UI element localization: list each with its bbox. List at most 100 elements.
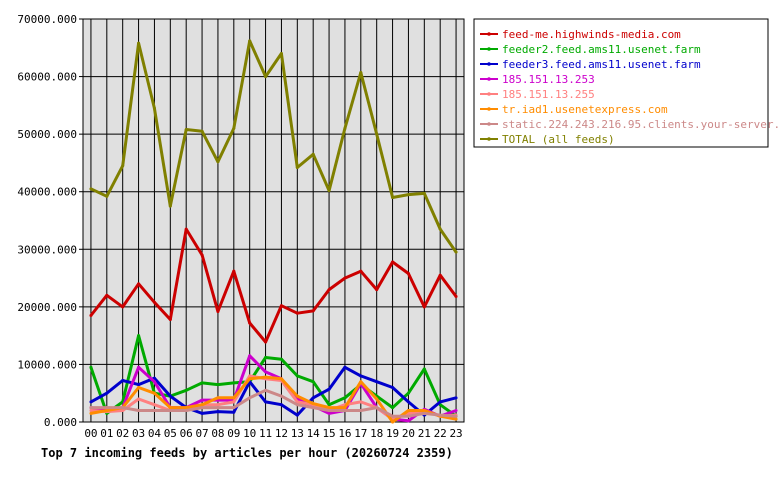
- data-point: [438, 400, 442, 404]
- legend-marker: [487, 122, 491, 126]
- data-point: [168, 204, 172, 208]
- data-point: [311, 380, 315, 384]
- chart-title: Top 7 incoming feeds by articles per hou…: [41, 446, 453, 460]
- x-tick-label: 07: [195, 427, 208, 440]
- x-tick-label: 19: [386, 427, 399, 440]
- data-point: [438, 273, 442, 277]
- data-point: [375, 397, 379, 401]
- x-tick-label: 20: [402, 427, 415, 440]
- series-line: [90, 388, 457, 418]
- data-point: [264, 375, 268, 379]
- data-point: [359, 380, 363, 384]
- legend-marker: [487, 77, 491, 81]
- data-point: [89, 400, 93, 404]
- data-point: [105, 194, 109, 198]
- x-tick-label: 11: [259, 427, 272, 440]
- plot-area: [82, 18, 465, 423]
- data-point: [359, 408, 363, 412]
- y-tick-label: 30000.000: [17, 243, 77, 256]
- x-tick-label: 06: [180, 427, 193, 440]
- data-point: [454, 250, 458, 254]
- legend-label: 185.151.13.253: [502, 73, 595, 86]
- data-point: [216, 383, 220, 387]
- x-tick-label: 23: [449, 427, 462, 440]
- data-point: [279, 377, 283, 381]
- x-tick-label: 03: [132, 427, 145, 440]
- x-tick-label: 14: [307, 427, 321, 440]
- data-point: [327, 408, 331, 412]
- data-point: [343, 406, 347, 410]
- series-line: [90, 39, 458, 254]
- data-point: [248, 396, 252, 400]
- data-point: [137, 408, 141, 412]
- data-point: [248, 39, 252, 43]
- data-point: [422, 191, 426, 195]
- data-point: [406, 193, 410, 197]
- x-tick-label: 02: [116, 427, 129, 440]
- x-tick-label: 12: [275, 427, 288, 440]
- y-axis-ticks: 0.000 10000.000 20000.000 30000.000 40000.00…: [17, 13, 83, 429]
- data-point: [422, 367, 426, 371]
- data-point: [200, 411, 204, 415]
- data-point: [232, 396, 236, 400]
- data-point: [327, 406, 331, 410]
- data-point: [200, 398, 204, 402]
- data-point: [216, 309, 220, 313]
- data-point: [343, 126, 347, 130]
- data-point: [232, 126, 236, 130]
- data-point: [311, 396, 315, 400]
- data-point: [152, 408, 156, 412]
- data-point: [232, 381, 236, 385]
- data-point: [327, 288, 331, 292]
- data-point: [248, 321, 252, 325]
- data-point: [232, 410, 236, 414]
- data-point: [279, 304, 283, 308]
- data-point: [406, 391, 410, 395]
- data-point: [137, 282, 141, 286]
- data-point: [406, 271, 410, 275]
- data-point: [295, 374, 299, 378]
- data-point: [89, 406, 93, 410]
- data-point: [279, 394, 283, 398]
- data-point: [327, 387, 331, 391]
- data-point: [168, 406, 172, 410]
- data-point: [184, 128, 188, 132]
- data-point: [454, 408, 458, 412]
- data-point: [200, 406, 204, 410]
- data-point: [375, 132, 379, 136]
- data-point: [137, 397, 141, 401]
- data-point: [248, 377, 252, 381]
- data-point: [121, 379, 125, 383]
- data-point: [422, 411, 426, 415]
- data-point: [264, 370, 268, 374]
- data-point: [232, 406, 236, 410]
- data-point: [279, 357, 283, 361]
- data-point: [454, 417, 458, 421]
- data-point: [200, 403, 204, 407]
- data-point: [89, 187, 93, 191]
- data-point: [391, 385, 395, 389]
- x-tick-label: 01: [100, 427, 113, 440]
- x-tick-label: 22: [434, 427, 447, 440]
- x-tick-label: 17: [354, 427, 367, 440]
- data-point: [438, 227, 442, 231]
- data-point: [279, 403, 283, 407]
- data-point: [105, 406, 109, 410]
- data-point: [422, 305, 426, 309]
- legend-label: feeder2.feed.ams11.usenet.farm: [502, 43, 701, 56]
- data-point: [359, 71, 363, 75]
- y-tick-label: 20000.000: [17, 301, 77, 314]
- legend-label: feeder3.feed.ams11.usenet.farm: [502, 58, 701, 71]
- data-point: [105, 408, 109, 412]
- data-point: [152, 380, 156, 384]
- data-point: [168, 318, 172, 322]
- data-point: [137, 41, 141, 45]
- data-point: [406, 419, 410, 423]
- legend-marker: [487, 107, 491, 111]
- data-point: [200, 253, 204, 257]
- data-point: [311, 309, 315, 313]
- series-lines: [89, 39, 458, 424]
- data-point: [406, 408, 410, 412]
- legend-marker: [487, 137, 491, 141]
